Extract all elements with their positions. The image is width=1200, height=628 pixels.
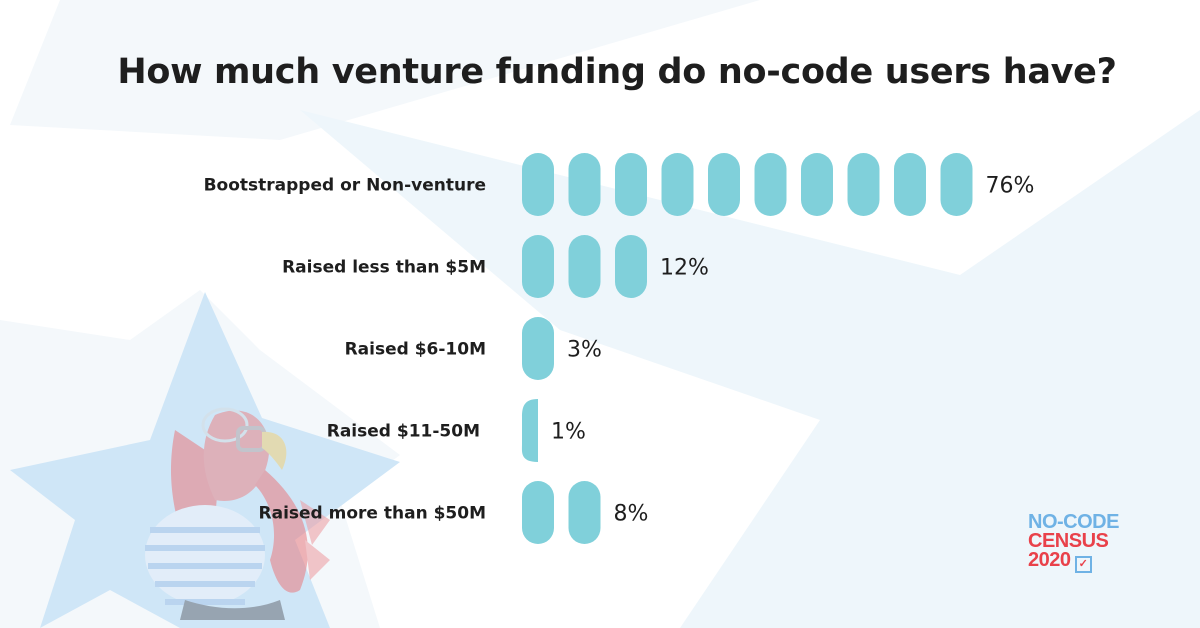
bar-pill (940, 153, 973, 216)
bar-pill (522, 153, 554, 216)
bar-pill (754, 153, 787, 216)
value-label: 12% (660, 256, 709, 281)
background-shape-top (10, 0, 760, 140)
logo-line-2: CENSUS (1028, 530, 1109, 552)
census-logo: NO-CODE CENSUS 2020 ✓ (1028, 511, 1124, 573)
bar-pill (522, 317, 554, 380)
value-label: 1% (551, 420, 586, 445)
value-label: 76% (986, 174, 1035, 199)
logo-line-3: 2020 (1028, 549, 1071, 571)
category-label: Raised less than $5M (282, 258, 486, 278)
bar-pill (801, 153, 833, 216)
bar-pill (522, 235, 554, 298)
chart-title: How much venture funding do no-code user… (117, 52, 1117, 92)
bar-pill (847, 153, 880, 216)
bar-pill (568, 235, 601, 298)
category-label: Bootstrapped or Non-venture (204, 176, 486, 196)
logo-line-1: NO-CODE (1028, 511, 1119, 533)
bar-pill (894, 153, 926, 216)
value-label: 8% (614, 502, 649, 527)
bar-pill (708, 153, 740, 216)
bar-pill-partial (521, 399, 538, 462)
bar-pill (568, 153, 601, 216)
bar-pill (568, 481, 601, 544)
eagle-mascot (145, 407, 330, 620)
value-label: 3% (567, 338, 602, 363)
category-label: Raised $11-50M (327, 422, 480, 442)
category-label: Raised more than $50M (259, 504, 486, 524)
bar-pill (615, 235, 647, 298)
bar-pill (615, 153, 647, 216)
bar-pill (661, 153, 694, 216)
checkbox-icon: ✓ (1074, 556, 1092, 573)
category-label: Raised $6-10M (345, 340, 486, 360)
bar-pill (522, 481, 554, 544)
background-shape-right (300, 110, 1200, 628)
